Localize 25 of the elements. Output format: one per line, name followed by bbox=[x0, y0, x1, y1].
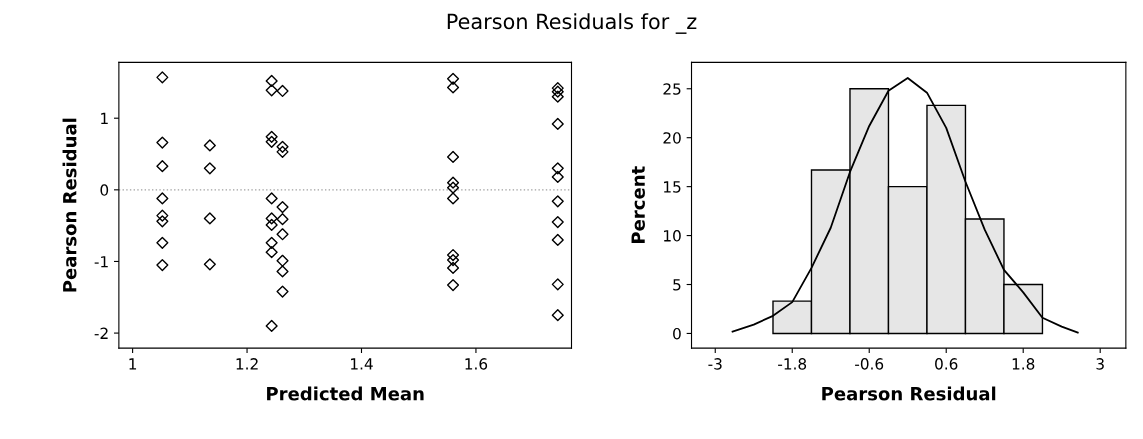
x-tick-label: -0.6 bbox=[855, 358, 884, 370]
x-tick-label: 3 bbox=[1096, 358, 1104, 370]
x-tick-label: 1.8 bbox=[1012, 358, 1035, 370]
x-axis-title: Predicted Mean bbox=[267, 386, 424, 401]
x-tick-label: 1.2 bbox=[236, 358, 258, 370]
y-tick-label: 1 bbox=[101, 112, 108, 125]
y-axis-title: Pearson Residual bbox=[62, 118, 77, 292]
x-tick-label: 1 bbox=[129, 358, 137, 370]
y-tick-label: 15 bbox=[664, 181, 681, 193]
x-tick-label: 0.6 bbox=[935, 358, 958, 370]
y-tick-label: -1 bbox=[94, 256, 108, 268]
x-tick-label: 1.4 bbox=[351, 358, 373, 370]
y-tick-label: 0 bbox=[673, 327, 681, 340]
y-tick-label: 10 bbox=[664, 230, 681, 242]
y-tick-label: -2 bbox=[94, 327, 108, 339]
x-tick-label: 1.6 bbox=[465, 358, 488, 370]
y-tick-label: 25 bbox=[663, 83, 681, 95]
y-tick-label: 20 bbox=[663, 132, 681, 144]
x-tick-label: -3 bbox=[708, 358, 722, 370]
y-tick-label: 0 bbox=[100, 184, 109, 196]
x-axis-title: Pearson Residual bbox=[822, 386, 996, 401]
x-tick-label: -1.8 bbox=[778, 358, 807, 370]
chart-title: Pearson Residuals for _z bbox=[447, 13, 697, 34]
y-axis-title: Percent bbox=[631, 166, 645, 243]
y-tick-label: 5 bbox=[673, 279, 681, 291]
